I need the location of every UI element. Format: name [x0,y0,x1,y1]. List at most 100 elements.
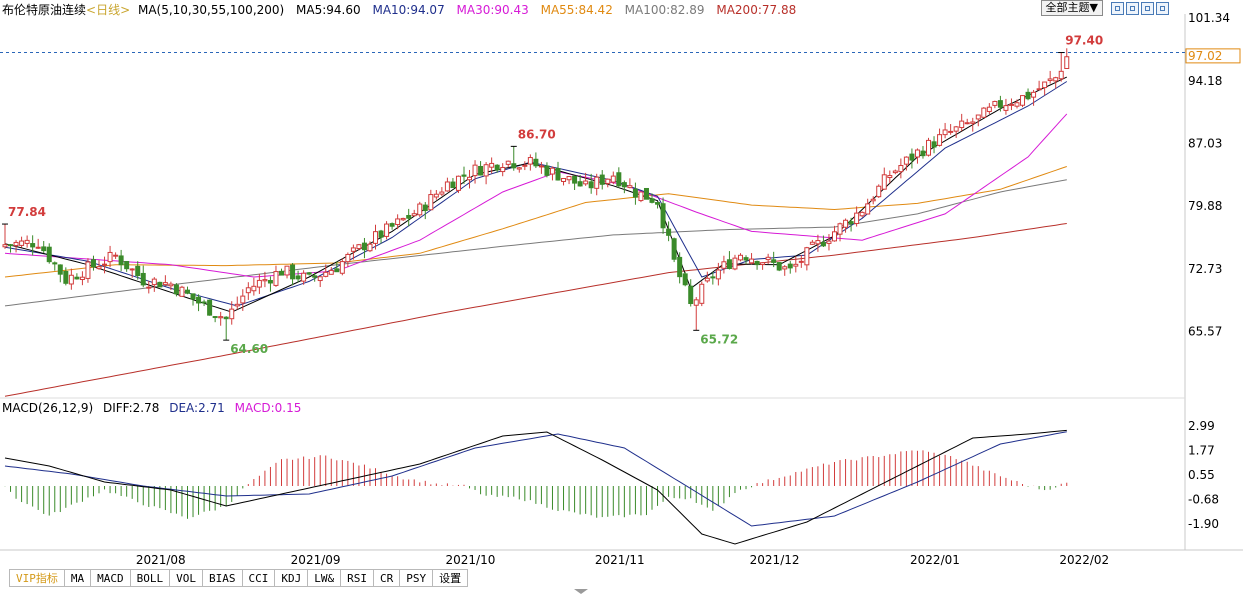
tab-boll[interactable]: BOLL [130,569,171,587]
candle [942,122,948,139]
candle [782,265,788,276]
candle [168,281,174,291]
candle-body [771,259,777,263]
chart-toolbar: 全部主题▼ [1040,0,1169,16]
candle [373,224,379,250]
candle-body [970,121,976,124]
candle-body [1020,95,1026,106]
candle-body [760,262,766,266]
candle [522,161,528,171]
candle-body [876,185,882,198]
candle-body [1058,70,1064,80]
candle-body [489,162,495,168]
crosshair-icon[interactable] [1111,1,1124,15]
candle [301,270,307,285]
candle [760,262,766,270]
candle [411,209,417,217]
macd-tick-label: -0.68 [1188,493,1219,507]
candle-body [1003,105,1009,111]
candle-body [262,279,268,282]
ma200-value: MA200:77.88 [716,3,797,17]
tab-rsi[interactable]: RSI [341,569,374,587]
theme-dropdown[interactable]: 全部主题▼ [1040,0,1103,16]
candle-body [572,175,578,184]
tab-vol[interactable]: VOL [170,569,203,587]
candle-body [1014,102,1020,107]
candle [8,243,14,253]
x-ticks: 2021/08 2021/09 2021/10 2021/11 2021/12 2022/… [136,553,1109,567]
tab-kdj[interactable]: KDJ [275,569,309,587]
scroll-down-icon[interactable] [574,589,588,594]
tab-lwr[interactable]: LW& [308,569,342,587]
tab-cr[interactable]: CR [374,569,401,587]
candle-body [229,308,235,320]
zoom-in-icon[interactable] [1126,1,1139,15]
candle-body [859,211,865,217]
ma10-value: MA10:94.07 [372,3,445,17]
tab-psy[interactable]: PSY [400,569,434,587]
zoom-out-icon[interactable] [1141,1,1154,15]
candle-body [140,272,146,286]
macd-histogram [4,450,1068,519]
candle [1003,98,1009,115]
candle [638,191,644,203]
candle [804,246,810,271]
candle [240,289,246,311]
candle-body [273,271,279,286]
candle-body [561,177,567,183]
candle [395,214,401,230]
candle-body [903,156,909,165]
tab-cci[interactable]: CCI [242,569,276,587]
candle [146,280,152,294]
candle-body [527,157,533,165]
ma55-value: MA55:84.42 [540,3,613,17]
candle-body [848,221,854,225]
candle-body [793,263,799,267]
candle-body [168,283,174,287]
candle [184,286,190,295]
candle-body [715,269,721,280]
layout-icon[interactable] [1156,1,1169,15]
candle-body [151,278,157,286]
indicator-tabs: VIP指标 MA MACD BOLL VOL BIAS CCI KDJ LW& … [9,569,469,587]
tab-vip[interactable]: VIP指标 [9,569,65,587]
candle-body [85,261,91,279]
candle [865,198,871,215]
candle [527,154,533,171]
candle [96,260,102,270]
ma-params: MA(5,10,30,55,100,200) [137,3,285,17]
candle-body [30,243,36,248]
candle-body [207,299,213,316]
candle [350,244,356,260]
symbol-name: 布伦特原油连续 [2,3,87,17]
candle [643,187,649,200]
candle [677,252,683,284]
macd-tick-label: 0.55 [1188,468,1215,482]
candle [721,255,727,274]
candle [212,316,218,323]
candle [113,252,119,259]
candle [1020,95,1026,108]
candle [511,146,517,171]
candle [682,271,688,287]
candle [483,162,489,185]
tab-settings[interactable]: 设置 [433,569,469,587]
candle-body [832,231,837,242]
tab-ma[interactable]: MA [64,569,92,587]
tab-macd[interactable]: MACD [91,569,131,587]
candle-body [732,257,738,270]
tab-bias[interactable]: BIAS [203,569,243,587]
candle-body [339,261,345,274]
period-selector[interactable]: <日线> [86,3,131,17]
candle-body [837,223,843,235]
candle [129,268,135,278]
candle-body [323,271,329,277]
candle [572,175,578,191]
candle-body [1047,78,1053,81]
candle-body [594,176,600,189]
candle [837,222,843,242]
candle [124,260,130,272]
candle [627,178,633,189]
